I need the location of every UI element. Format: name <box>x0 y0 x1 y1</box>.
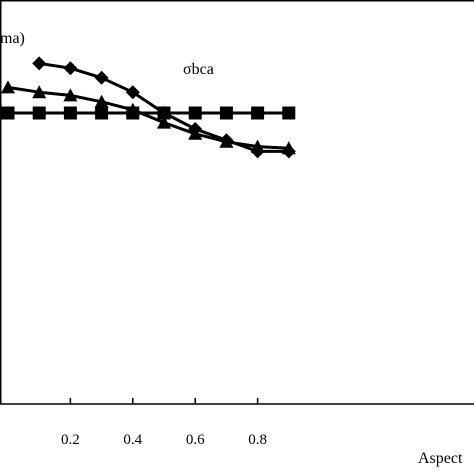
series-layer <box>1 56 296 159</box>
triangle-marker <box>157 115 171 129</box>
diamond-marker <box>32 56 47 71</box>
triangle-marker <box>188 126 203 140</box>
x-tick-label: 0.4 <box>123 432 142 448</box>
triangle-marker <box>32 85 47 99</box>
square-marker <box>1 106 15 120</box>
diamond-marker <box>94 70 109 85</box>
diamond-marker <box>125 85 140 100</box>
triangle-marker <box>1 80 15 94</box>
triangle-series-line <box>7 85 289 150</box>
square-series <box>1 106 296 120</box>
triangle-marker <box>219 134 234 148</box>
triangle-series <box>1 80 296 155</box>
triangle-marker <box>94 94 109 108</box>
y-axis-label-fragment: ma) <box>0 30 25 47</box>
square-marker <box>63 106 77 120</box>
triangle-marker <box>250 139 265 153</box>
square-marker <box>32 106 46 120</box>
series-annotation: σbca <box>183 61 214 78</box>
square-marker <box>126 106 140 120</box>
triangle-marker <box>281 141 296 155</box>
square-marker <box>219 106 233 120</box>
x-ticks: 0.2 0.4 0.6 0.8 <box>61 398 267 448</box>
chart-axes <box>0 0 474 405</box>
x-tick-label: 0.8 <box>248 432 267 448</box>
square-marker <box>95 106 109 120</box>
square-marker <box>282 106 296 120</box>
x-tick-label: 0.2 <box>61 432 80 448</box>
diamond-marker <box>63 61 78 76</box>
triangle-marker <box>63 88 78 102</box>
square-marker <box>251 106 265 120</box>
x-tick-label: 0.6 <box>186 432 205 448</box>
square-marker <box>157 106 171 120</box>
square-marker <box>188 106 202 120</box>
x-axis-label: Aspect <box>418 450 463 467</box>
